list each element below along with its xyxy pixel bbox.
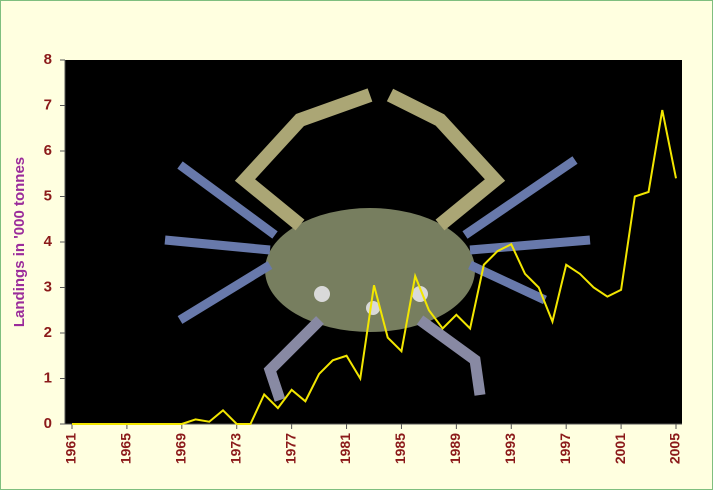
y-tick-label: 8 [44,51,52,68]
y-tick-label: 7 [44,96,52,113]
x-tick-label: 2005 [667,433,683,464]
x-tick-label: 1977 [282,433,298,464]
crab-rear-legs [263,315,486,402]
x-tick-label: 1961 [63,433,79,464]
x-tick-label: 1969 [173,433,189,464]
x-tick-label: 1973 [227,433,243,464]
y-tick-label: 2 [44,324,52,341]
y-tick-label: 5 [44,187,52,204]
y-tick-label: 4 [44,233,53,250]
y-axis-title: Landings in '000 tonnes [11,157,28,327]
x-tick-label: 1965 [118,433,134,464]
crab-illustration [164,88,591,402]
crab-spot [314,286,330,302]
y-tick-label: 0 [44,415,52,432]
x-tick-label: 1989 [447,433,463,464]
x-tick-label: 1981 [337,433,353,464]
y-tick-label: 3 [44,278,52,295]
data-line [72,109,677,425]
y-tick-label: 1 [44,369,52,386]
x-tick-label: 1993 [502,433,518,464]
x-tick-label: 2001 [612,433,628,464]
x-tick-label: 1985 [392,433,408,464]
crab-claws [234,88,506,231]
crab-legs [164,156,591,324]
x-tick-label: 1997 [557,433,573,464]
y-tick-label: 6 [44,142,52,159]
